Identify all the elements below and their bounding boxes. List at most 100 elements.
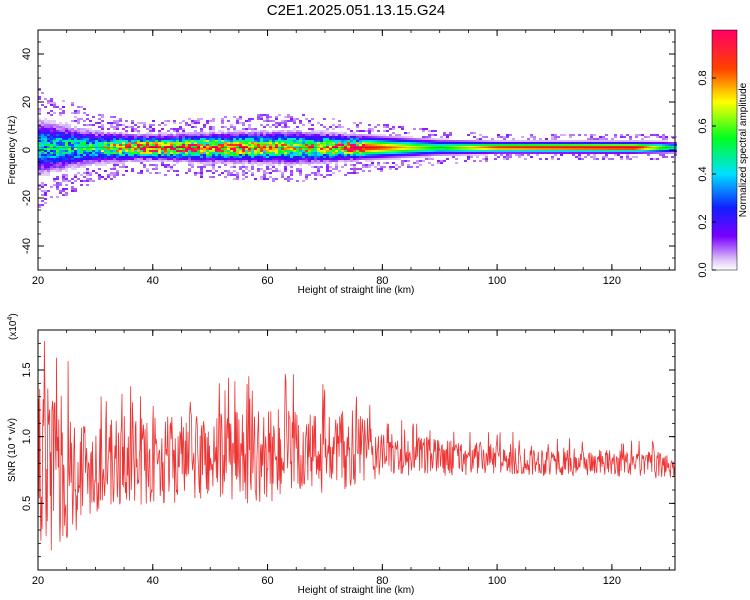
spectrogram-cell: [134, 134, 137, 136]
spectrogram-cell: [575, 150, 578, 152]
spectrogram-cell: [41, 92, 44, 94]
spectrogram-cell: [374, 140, 377, 142]
spectrogram-cell: [56, 146, 59, 148]
spectrogram-cell: [656, 136, 659, 138]
spectrogram-cell: [134, 144, 137, 146]
spectrogram-cell: [110, 116, 113, 118]
spectrogram-cell: [524, 158, 527, 160]
spectrogram-cell: [443, 142, 446, 144]
spectrogram-cell: [368, 134, 371, 136]
spectrogram-cell: [101, 148, 104, 150]
spectrogram-cell: [662, 150, 665, 152]
spectrogram-cell: [185, 136, 188, 138]
spectrogram-cell: [38, 206, 41, 208]
spectrogram-cell: [533, 144, 536, 146]
spectrogram-cell: [41, 150, 44, 152]
spectrogram-cell: [119, 124, 122, 126]
spectrogram-cell: [431, 144, 434, 146]
spectrogram-cell: [542, 140, 545, 142]
spectrogram-cell: [278, 146, 281, 148]
spectrogram-cell: [41, 166, 44, 168]
spectrogram-cell: [581, 140, 584, 142]
spectrogram-cell: [44, 154, 47, 156]
spectrogram-cell: [239, 138, 242, 140]
spectrogram-cell: [266, 116, 269, 118]
spectrogram-cell: [419, 152, 422, 154]
spectrogram-cell: [590, 146, 593, 148]
spectrogram-cell: [59, 128, 62, 130]
spectrogram-cell: [362, 164, 365, 166]
spectrogram-cell: [254, 148, 257, 150]
spectrogram-cell: [257, 148, 260, 150]
spectrogram-cell: [371, 152, 374, 154]
spectrogram-cell: [65, 126, 68, 128]
spectrogram-cell: [602, 138, 605, 140]
spectrogram-cell: [173, 144, 176, 146]
spectrogram-cell: [518, 144, 521, 146]
spectrogram-cell: [641, 144, 644, 146]
spectrogram-cell: [65, 158, 68, 160]
spectrogram-cell: [89, 130, 92, 132]
spectrogram-cell: [173, 152, 176, 154]
spectrogram-cell: [572, 152, 575, 154]
spectrogram-cell: [191, 146, 194, 148]
spectrogram-cell: [47, 120, 50, 122]
spectrogram-cell: [95, 134, 98, 136]
spectrogram-cell: [410, 156, 413, 158]
spectrogram-cell: [596, 148, 599, 150]
spectrogram-cell: [404, 160, 407, 162]
spectrogram-cell: [314, 140, 317, 142]
spectrogram-cell: [572, 142, 575, 144]
spectrogram-cell: [656, 158, 659, 160]
spectrogram-cell: [107, 136, 110, 138]
spectrogram-cell: [602, 152, 605, 154]
spectrogram-cell: [176, 152, 179, 154]
spectrogram-cell: [251, 152, 254, 154]
spectrogram-cell: [611, 142, 614, 144]
spectrogram-cell: [341, 134, 344, 136]
spectrogram-cell: [308, 142, 311, 144]
spectrogram-cell: [323, 144, 326, 146]
spectrogram-cell: [401, 138, 404, 140]
spectrogram-cell: [530, 144, 533, 146]
spectrogram-cell: [368, 156, 371, 158]
spectrogram-cell: [455, 152, 458, 154]
spectrogram-cell: [152, 140, 155, 142]
spectrogram-cell: [314, 160, 317, 162]
spectrogram-cell: [626, 158, 629, 160]
spectrogram-cell: [323, 154, 326, 156]
spectrogram-cell: [386, 158, 389, 160]
spectrogram-cell: [299, 140, 302, 142]
spectrogram-cell: [401, 144, 404, 146]
spectrogram-cell: [647, 154, 650, 156]
spectrogram-cell: [104, 140, 107, 142]
spectrogram-cell: [305, 132, 308, 134]
spectrogram-cell: [104, 158, 107, 160]
spectrogram-cell: [92, 116, 95, 118]
spectrogram-cell: [53, 136, 56, 138]
spectrogram-cell: [167, 148, 170, 150]
spectrogram-cell: [668, 144, 671, 146]
spectrogram-cell: [221, 138, 224, 140]
spectrogram-cell: [83, 144, 86, 146]
spectrogram-cell: [584, 148, 587, 150]
spectrogram-cell: [401, 146, 404, 148]
spectrogram-cell: [587, 140, 590, 142]
spectrogram-cell: [653, 150, 656, 152]
spectrogram-cell: [233, 136, 236, 138]
spectrogram-cell: [353, 150, 356, 152]
spectrogram-cell: [497, 150, 500, 152]
spectrogram-cell: [119, 166, 122, 168]
spectrogram-cell: [170, 140, 173, 142]
spectrogram-cell: [272, 148, 275, 150]
spectrogram-cell: [281, 174, 284, 176]
spectrogram-cell: [59, 140, 62, 142]
spectrogram-cell: [191, 164, 194, 166]
spectrogram-cell: [236, 142, 239, 144]
spectrogram-cell: [323, 118, 326, 120]
spectrogram-cell: [467, 134, 470, 136]
spectrogram-cell: [185, 154, 188, 156]
spectrogram-cell: [119, 152, 122, 154]
spectrogram-cell: [125, 126, 128, 128]
spectrogram-cell: [389, 166, 392, 168]
